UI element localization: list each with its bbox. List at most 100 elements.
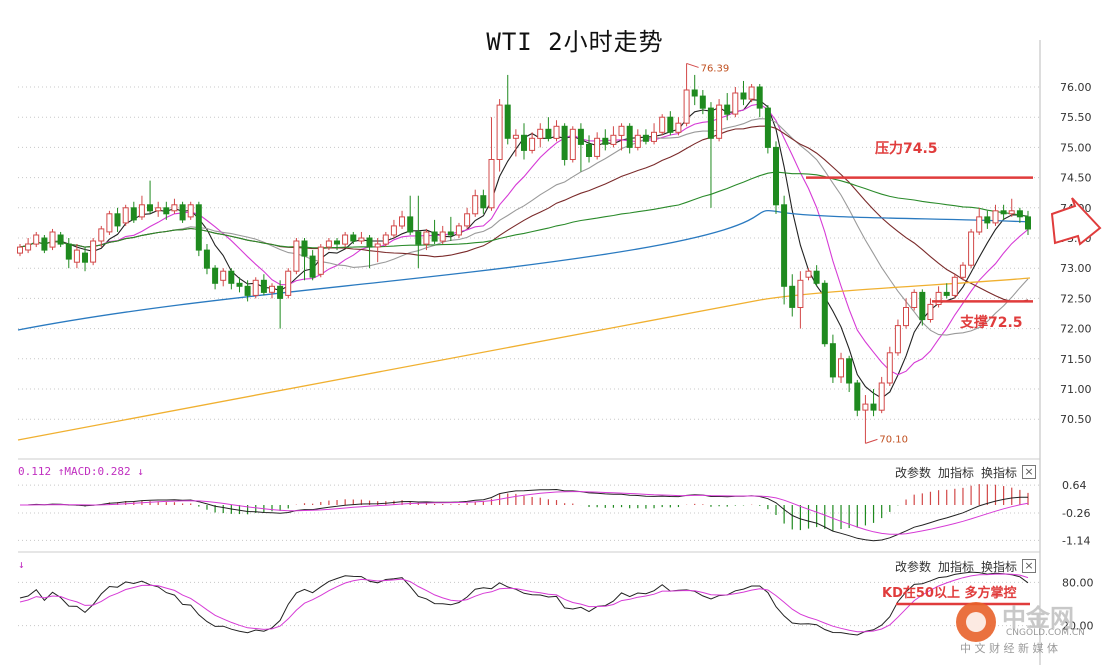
candle-body: [797, 279, 804, 308]
candle-body: [732, 92, 739, 115]
candle-body: [1008, 210, 1015, 215]
candle-body: [667, 116, 674, 133]
candle-body: [626, 125, 633, 148]
candle-body: [187, 204, 194, 218]
macd-close-icon[interactable]: ×: [1022, 465, 1036, 479]
kd-add-indicator-button[interactable]: 加指标: [938, 560, 975, 574]
candle-body: [748, 86, 755, 100]
y-tick-label: 73.00: [1060, 262, 1092, 275]
macd-label: 0.112 ↑MACD:0.282 ↓: [18, 465, 144, 478]
kd-tick-label: 80.00: [1062, 576, 1094, 589]
candle-body: [992, 210, 999, 224]
candle-body: [301, 240, 308, 257]
candle-body: [602, 137, 609, 145]
candle-body: [781, 204, 788, 287]
candle-body: [521, 134, 527, 151]
candle-body: [464, 213, 471, 227]
candle-body: [57, 234, 64, 245]
y-tick-label: 70.50: [1060, 413, 1092, 426]
candle-body: [577, 128, 584, 145]
candle-body: [724, 104, 731, 115]
candle-body: [244, 285, 251, 296]
candle-body: [561, 125, 568, 161]
macd-tick-label: -0.26: [1062, 507, 1090, 520]
candle-body: [439, 231, 446, 242]
candle-body: [789, 285, 796, 308]
candle-body: [374, 243, 381, 248]
candle-body: [17, 246, 23, 254]
candle-body: [277, 285, 284, 299]
candle-body: [968, 231, 975, 266]
candle-body: [569, 128, 576, 161]
candle-body: [496, 104, 503, 160]
candle-body: [813, 270, 820, 284]
y-axis-ticks: 76.0075.5075.0074.5074.0073.5073.0072.50…: [1060, 81, 1092, 426]
candle-body: [382, 234, 389, 245]
candle-body: [716, 104, 723, 139]
candle-body: [504, 104, 511, 139]
ma-line: [19, 171, 1029, 249]
macd-params-button[interactable]: 改参数: [895, 466, 932, 480]
candle-body: [106, 213, 113, 233]
low-pointer: [865, 438, 878, 444]
candle-body: [919, 291, 926, 321]
candle-body: [553, 125, 560, 139]
candle-body: [488, 159, 495, 209]
kd-d-line: [19, 573, 1029, 633]
candle-body: [642, 134, 649, 142]
candle-body: [447, 231, 454, 236]
candle-body: [415, 231, 422, 245]
candle-body: [927, 303, 934, 320]
candle-body: [594, 137, 601, 157]
kd-close-icon[interactable]: ×: [1022, 559, 1036, 573]
candle-body: [756, 86, 763, 109]
candle-body: [163, 207, 170, 215]
candle-body: [699, 95, 706, 109]
candle-body: [610, 134, 617, 145]
candle-body: [366, 237, 373, 248]
candle-body: [951, 276, 958, 296]
brand-logo: 中金网 CNGOLD.COM.CN: [956, 598, 1106, 648]
brand-name: 中金网: [1002, 604, 1074, 632]
candle-body: [634, 134, 641, 148]
candle-body: [358, 237, 365, 242]
candle-body: [390, 225, 397, 236]
ma-line: [19, 118, 1029, 336]
candle-body: [220, 270, 227, 281]
ma-line: [17, 209, 1031, 331]
kd-switch-indicator-button[interactable]: 换指标: [981, 560, 1018, 574]
chart-title: WTI 2小时走势: [486, 28, 664, 56]
candle-body: [212, 267, 219, 284]
candle-body: [675, 122, 682, 133]
candle-body: [1025, 216, 1031, 230]
candle-body: [260, 279, 267, 293]
candle-body: [98, 228, 105, 242]
candle-body: [82, 252, 88, 263]
candle-body: [325, 240, 332, 248]
candle-body: [285, 270, 292, 296]
candle-body: [984, 216, 991, 224]
trend-arrow-icon: [1050, 197, 1102, 246]
candle-body: [33, 234, 40, 245]
support-annotation: 支撑72.5: [960, 315, 1023, 331]
candle-body: [512, 134, 519, 139]
y-tick-label: 72.00: [1060, 323, 1092, 336]
macd-panel: 0.64 -0.26 -1.14: [18, 479, 1090, 547]
y-tick-label: 71.00: [1060, 383, 1092, 396]
macd-add-indicator-button[interactable]: 加指标: [938, 466, 975, 480]
candle-body: [943, 291, 950, 296]
kd-down-arrow-icon: ↓: [18, 558, 25, 571]
macd-switch-indicator-button[interactable]: 换指标: [981, 466, 1018, 480]
kd-annotation: KD在50以上 多方掌控: [882, 586, 1017, 601]
candle-body: [73, 249, 80, 263]
candle-body: [350, 234, 357, 242]
candle-body: [49, 231, 56, 248]
brand-url: CNGOLD.COM.CN: [1006, 628, 1085, 638]
high-label: 76.39: [701, 63, 730, 74]
candle-body: [342, 234, 349, 245]
y-tick-label: 75.50: [1060, 111, 1092, 124]
kd-params-button[interactable]: 改参数: [895, 560, 932, 574]
macd-tick-label: 0.64: [1062, 479, 1087, 492]
brand-tagline: 中 文 财 经 新 媒 体: [960, 642, 1058, 655]
